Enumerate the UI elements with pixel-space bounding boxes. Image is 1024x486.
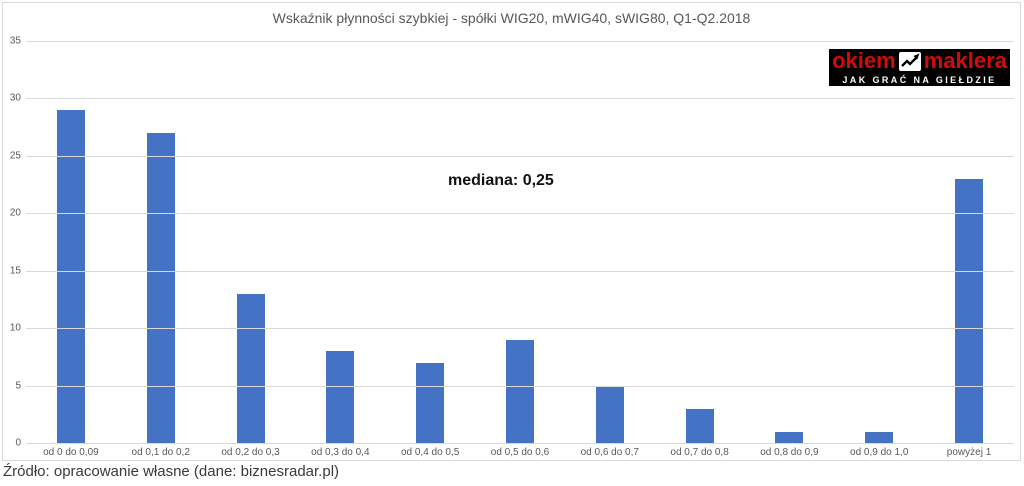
x-axis-category-label: od 0,8 do 0,9 <box>760 447 819 458</box>
bar-od 0,1 do 0,2 <box>146 132 175 443</box>
bar-slot <box>565 41 655 443</box>
y-axis-tick-label: 10 <box>9 322 21 334</box>
gridline <box>26 155 1014 157</box>
bar-od 0,5 do 0,6 <box>505 339 534 443</box>
bar-slot <box>475 41 565 443</box>
median-annotation: mediana: 0,25 <box>448 172 554 189</box>
bar-od 0,7 do 0,8 <box>685 408 714 443</box>
x-axis-category-label: od 0,5 do 0,6 <box>490 447 550 458</box>
bar-od 0,2 do 0,3 <box>236 293 265 443</box>
x-axis-labels: od 0 do 0,09 od 0,1 do 0,2 od 0,2 do 0,3 od… <box>26 447 1014 458</box>
bars-container <box>26 41 1014 443</box>
bar-slot <box>745 41 835 443</box>
bar-od 0,6 do 0,7 <box>595 385 624 443</box>
x-axis-category-label: powyżej 1 <box>946 447 992 458</box>
x-axis-category-label: od 0 do 0,09 <box>43 447 99 458</box>
source-note: Źródło: opracowanie własne (dane: biznes… <box>3 463 340 480</box>
bar-slot <box>26 41 116 443</box>
chart-frame: Wskaźnik płynności szybkiej - spółki WIG… <box>2 2 1021 461</box>
logo-tagline: JAK GRAĆ NA GIEŁDZIE <box>842 75 997 85</box>
bar-slot <box>385 41 475 443</box>
y-axis-tick-label: 20 <box>9 207 21 219</box>
gridline <box>26 41 1014 42</box>
x-axis-category-label: od 0,1 do 0,2 <box>131 447 190 458</box>
y-axis-tick-label: 5 <box>15 380 21 392</box>
logo-word-okiem: okiem <box>832 48 896 73</box>
logo-okiem-maklera: okiem maklera JAK GRAĆ NA GIEŁDZIE <box>829 49 1010 86</box>
plot-area: od 0 do 0,09 od 0,1 do 0,2 od 0,2 do 0,3 od… <box>10 36 1014 458</box>
bar-slot <box>295 41 385 443</box>
logo-wordmark: okiem maklera <box>832 50 1007 72</box>
gridline <box>26 98 1014 100</box>
bar-od 0,9 do 1,0 <box>865 431 894 443</box>
bar-powyżej 1 <box>955 178 984 443</box>
bar-slot <box>655 41 745 443</box>
gridline <box>26 270 1014 272</box>
bar-od 0,4 do 0,5 <box>416 362 445 443</box>
y-axis-tick-label: 0 <box>15 437 21 449</box>
bar-slot <box>116 41 206 443</box>
gridline <box>26 328 1014 330</box>
bar-od 0 do 0,09 <box>56 109 85 443</box>
bar-slot <box>206 41 296 443</box>
bar-slot <box>834 41 924 443</box>
chart-up-icon <box>898 51 921 71</box>
x-axis-category-label: od 0,4 do 0,5 <box>400 447 460 458</box>
bar-od 0,8 do 0,9 <box>775 431 804 443</box>
x-axis-category-label: od 0,7 do 0,8 <box>670 447 729 458</box>
bar-slot <box>924 41 1014 443</box>
y-axis-tick-label: 15 <box>9 265 21 277</box>
gridline <box>26 213 1014 215</box>
gridline <box>26 385 1014 387</box>
logo-word-maklera: maklera <box>923 48 1007 73</box>
chart-title: Wskaźnik płynności szybkiej - spółki WIG… <box>272 10 751 26</box>
x-axis-category-label: od 0,6 do 0,7 <box>580 447 639 458</box>
y-axis-tick-label: 30 <box>9 92 21 104</box>
y-axis-tick-label: 25 <box>9 150 21 162</box>
x-axis-category-label: od 0,9 do 1,0 <box>850 447 909 458</box>
x-axis-category-label: od 0,3 do 0,4 <box>311 447 370 458</box>
y-axis-tick-label: 35 <box>9 35 21 47</box>
gridline <box>26 443 1014 444</box>
bar-od 0,3 do 0,4 <box>326 351 355 443</box>
x-axis-category-label: od 0,2 do 0,3 <box>221 447 280 458</box>
